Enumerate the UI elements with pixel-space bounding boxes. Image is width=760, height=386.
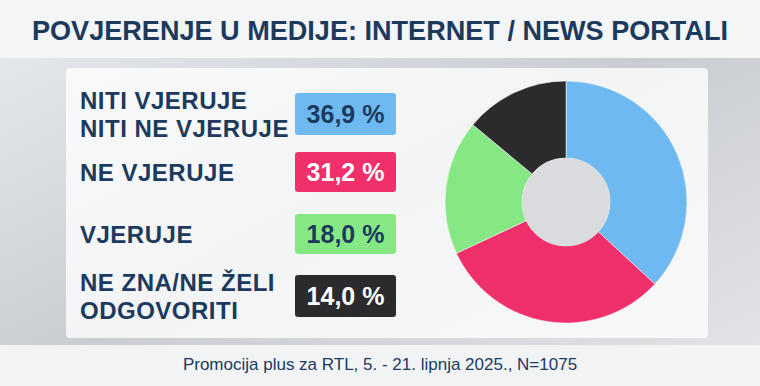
data-label: 31,2 % — [307, 158, 385, 186]
value-box — [295, 93, 396, 135]
legend-label-line: VJERUJE — [80, 221, 193, 248]
panel — [66, 68, 708, 338]
legend-label-line: NE ZNA/NE ŽELI — [80, 269, 275, 296]
title-band — [0, 0, 760, 58]
value-box — [295, 214, 396, 254]
legend-label-line: ODGOVORITI — [80, 297, 238, 324]
legend-label-line: NITI NE VJERUJE — [80, 115, 289, 142]
data-label: 18,0 % — [307, 220, 385, 248]
background — [0, 0, 760, 386]
legend-label: NE VJERUJE — [80, 159, 234, 186]
donut-hole — [522, 158, 610, 246]
value-box — [295, 152, 396, 192]
legend-label-line: NE VJERUJE — [80, 159, 234, 186]
legend-label-line: NITI VJERUJE — [80, 87, 247, 114]
data-label: 14,0 % — [307, 282, 385, 310]
title: POVJERENJE U MEDIJE: INTERNET / NEWS POR… — [32, 15, 728, 46]
donut — [445, 81, 687, 323]
value-box — [295, 275, 396, 317]
source: Promocija plus za RTL, 5. - 21. lipnja 2… — [183, 355, 577, 374]
slice — [473, 81, 566, 174]
data-label: 36,9 % — [307, 100, 385, 128]
legend-label: NE ZNA/NE ŽELIODGOVORITI — [80, 269, 275, 324]
footer-band — [0, 345, 760, 386]
legend-label: VJERUJE — [80, 221, 193, 248]
legend-label: NITI VJERUJENITI NE VJERUJE — [80, 87, 289, 142]
